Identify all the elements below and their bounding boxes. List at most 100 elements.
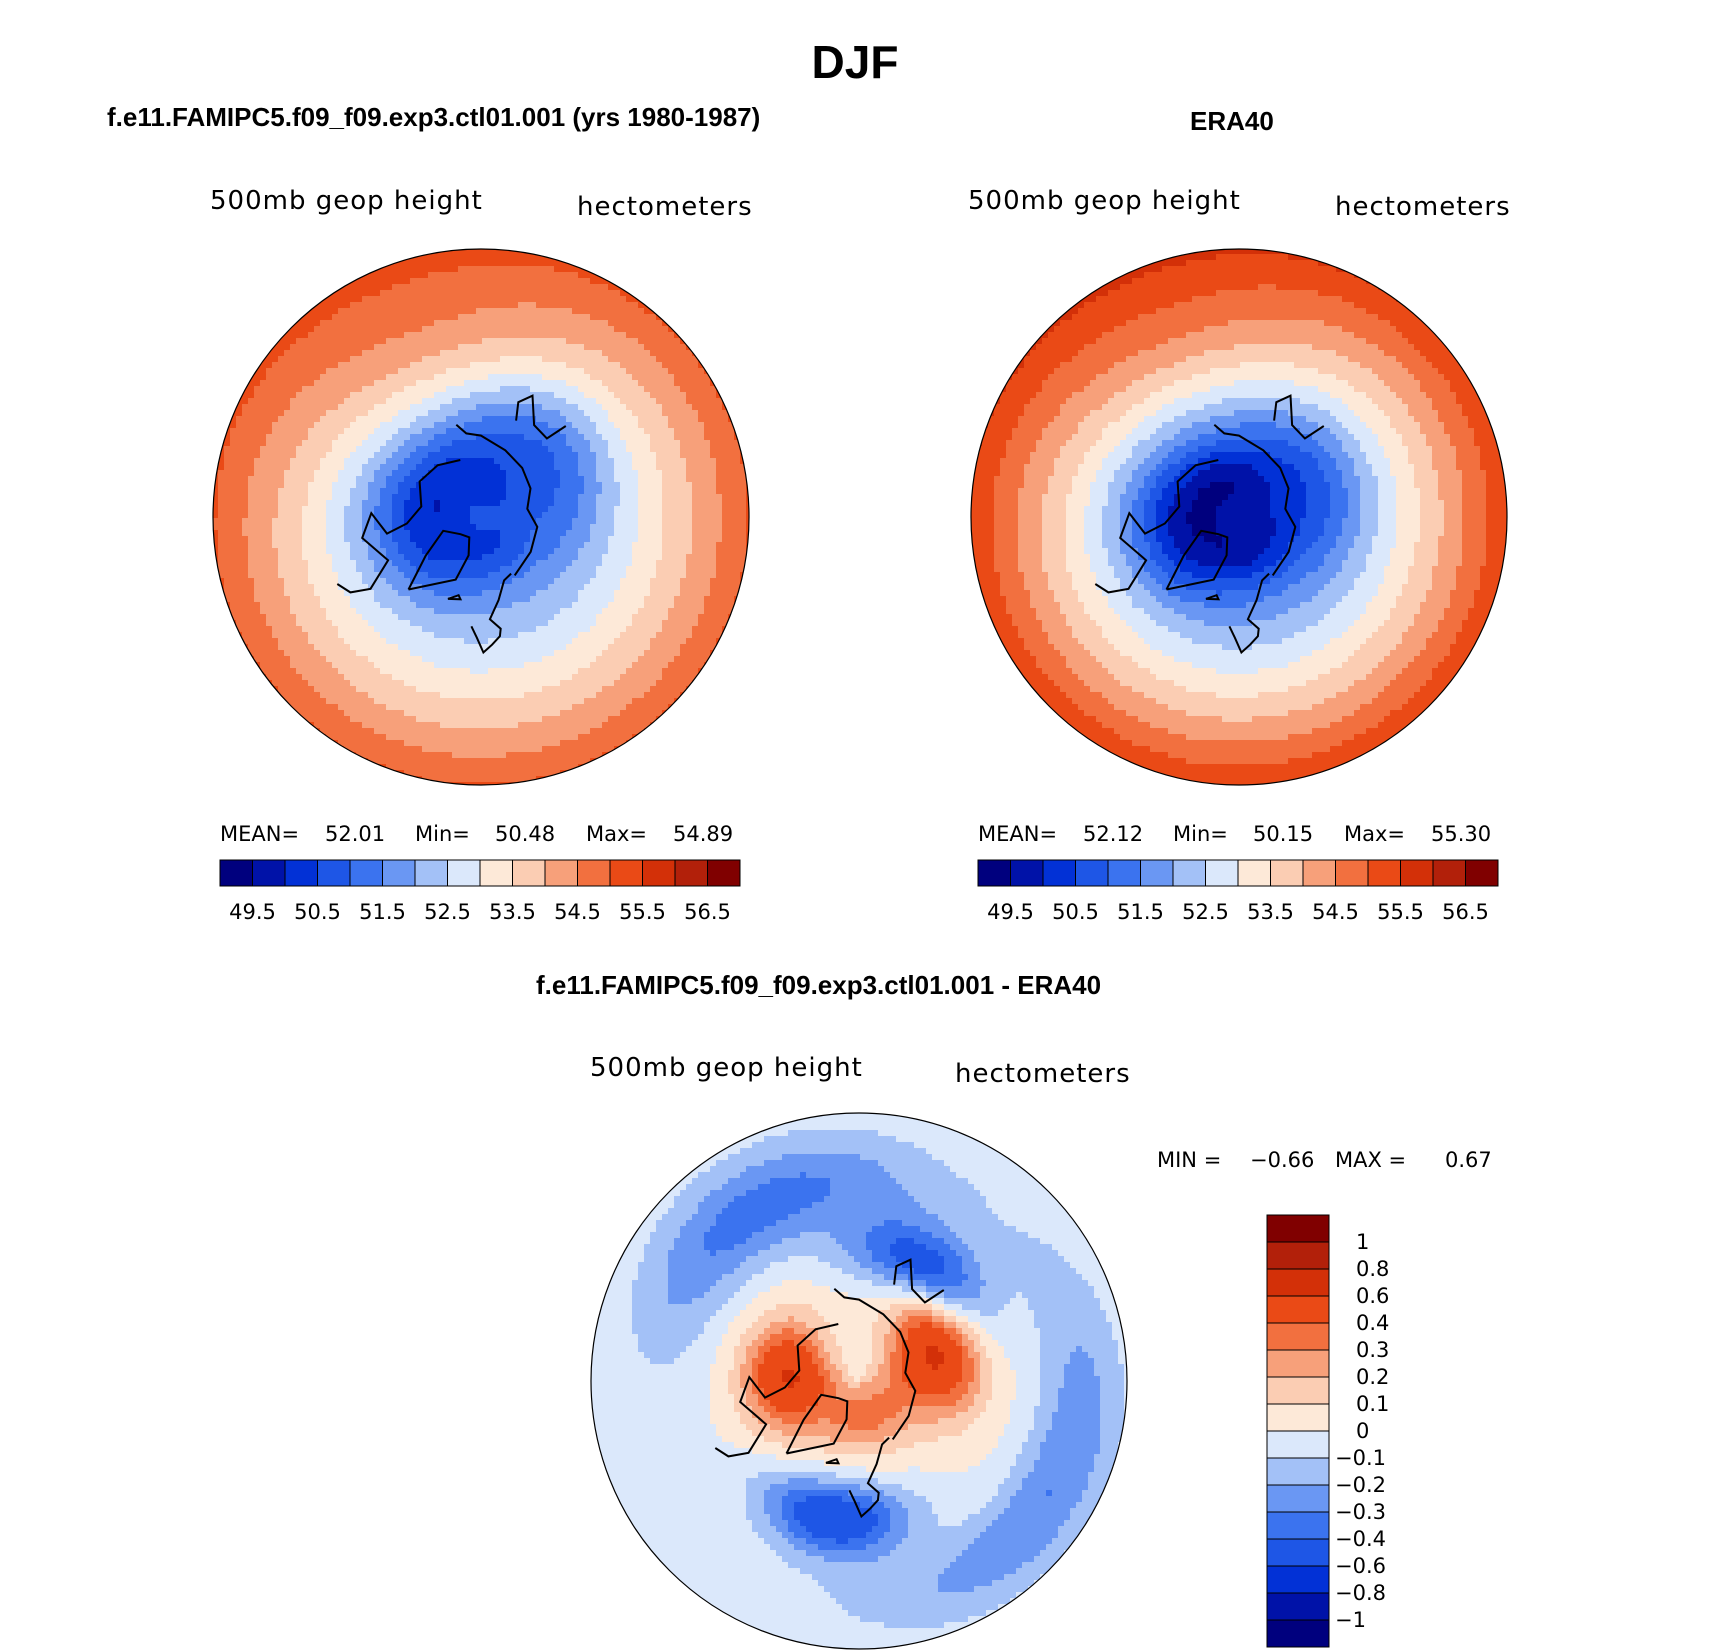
contour-cell xyxy=(446,284,453,291)
contour-cell xyxy=(446,338,453,345)
contour-cell xyxy=(728,494,735,501)
contour-cell xyxy=(602,290,609,297)
contour-cell xyxy=(350,632,357,639)
contour-cell xyxy=(512,590,519,597)
contour-cell xyxy=(404,542,411,549)
contour-cell xyxy=(710,416,717,423)
contour-cell xyxy=(290,608,297,615)
contour-cell xyxy=(314,464,321,471)
contour-cell xyxy=(314,428,321,435)
contour-cell xyxy=(440,344,447,351)
contour-cell xyxy=(326,362,333,369)
contour-cell xyxy=(632,422,639,429)
contour-cell xyxy=(272,416,279,423)
contour-cell xyxy=(620,302,627,309)
contour-cell xyxy=(278,602,285,609)
contour-cell xyxy=(266,446,273,453)
contour-cell xyxy=(590,278,597,285)
contour-cell xyxy=(578,314,585,321)
contour-cell xyxy=(278,566,285,573)
contour-cell xyxy=(242,602,249,609)
contour-cell xyxy=(602,440,609,447)
contour-cell xyxy=(704,590,711,597)
contour-cell xyxy=(482,476,489,483)
contour-cell xyxy=(476,302,483,309)
contour-cell xyxy=(302,512,309,519)
contour-cell xyxy=(656,596,663,603)
contour-cell xyxy=(290,548,297,555)
contour-cell xyxy=(398,314,405,321)
contour-cell xyxy=(566,470,573,477)
contour-cell xyxy=(632,584,639,591)
contour-cell xyxy=(404,272,411,279)
contour-cell xyxy=(272,602,279,609)
contour-cell xyxy=(674,620,681,627)
contour-cell xyxy=(308,626,315,633)
contour-cell xyxy=(398,416,405,423)
contour-cell xyxy=(686,398,693,405)
contour-cell xyxy=(230,518,237,525)
contour-cell xyxy=(608,482,615,489)
contour-cell xyxy=(572,308,579,315)
contour-cell xyxy=(308,320,315,327)
contour-cell xyxy=(590,536,597,543)
contour-cell xyxy=(434,428,441,435)
contour-cell xyxy=(662,596,669,603)
contour-cell xyxy=(284,356,291,363)
contour-cell xyxy=(704,518,711,525)
contour-cell xyxy=(698,530,705,537)
contour-cell xyxy=(278,374,285,381)
contour-cell xyxy=(446,278,453,285)
contour-cell xyxy=(446,320,453,327)
contour-cell xyxy=(392,596,399,603)
contour-cell xyxy=(536,542,543,549)
contour-cell xyxy=(362,362,369,369)
contour-cell xyxy=(254,440,261,447)
contour-cell xyxy=(350,518,357,525)
contour-cell xyxy=(236,458,243,465)
contour-cell xyxy=(398,476,405,483)
contour-cell xyxy=(512,308,519,315)
contour-cell xyxy=(338,572,345,579)
contour-cell xyxy=(308,446,315,453)
contour-cell xyxy=(314,596,321,603)
contour-cell xyxy=(374,386,381,393)
contour-cell xyxy=(350,326,357,333)
contour-cell xyxy=(302,410,309,417)
contour-cell xyxy=(368,302,375,309)
contour-cell xyxy=(458,332,465,339)
contour-cell xyxy=(662,452,669,459)
contour-cell xyxy=(608,446,615,453)
contour-cell xyxy=(284,476,291,483)
contour-cell xyxy=(542,284,549,291)
contour-cell xyxy=(746,554,749,561)
contour-cell xyxy=(356,290,363,297)
contour-cell xyxy=(446,290,453,297)
contour-cell xyxy=(290,398,297,405)
contour-cell xyxy=(350,434,357,441)
contour-cell xyxy=(296,554,303,561)
contour-cell xyxy=(332,548,339,555)
contour-cell xyxy=(500,626,507,633)
contour-cell xyxy=(320,446,327,453)
contour-cell xyxy=(380,560,387,567)
contour-cell xyxy=(320,602,327,609)
contour-cell xyxy=(362,614,369,621)
contour-cell xyxy=(410,566,417,573)
contour-cell xyxy=(350,494,357,501)
contour-cell xyxy=(458,320,465,327)
contour-cell xyxy=(650,500,657,507)
contour-cell xyxy=(266,548,273,555)
contour-cell xyxy=(494,296,501,303)
contour-cell xyxy=(584,404,591,411)
contour-cell xyxy=(596,320,603,327)
contour-cell xyxy=(734,458,741,465)
contour-cell xyxy=(506,254,513,261)
contour-cell xyxy=(278,548,285,555)
contour-cell xyxy=(350,404,357,411)
contour-cell xyxy=(584,590,591,597)
contour-cell xyxy=(296,458,303,465)
contour-cell xyxy=(662,398,669,405)
contour-cell xyxy=(320,410,327,417)
contour-cell xyxy=(632,620,639,627)
